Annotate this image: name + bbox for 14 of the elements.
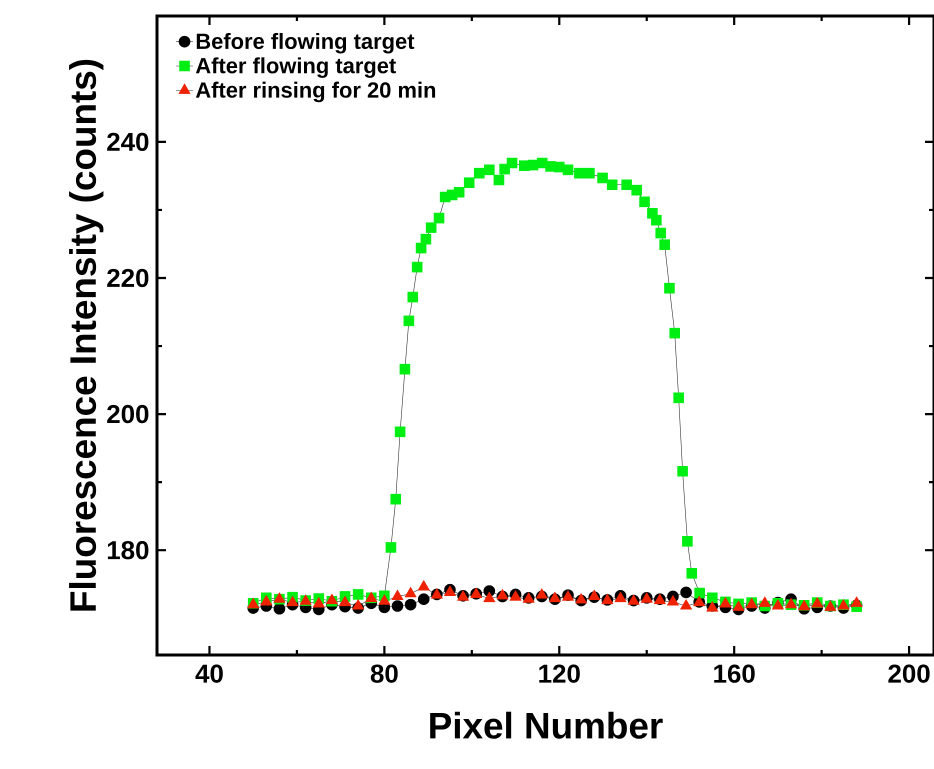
x-tick-label: 40 xyxy=(195,664,223,683)
x-axis-title: Pixel Number xyxy=(430,712,663,739)
y-tick-label: 200 xyxy=(107,404,148,424)
legend-label: After rinsing for 20 min xyxy=(196,82,436,102)
x-tick-label: 80 xyxy=(370,664,398,683)
x-tick-label: 200 xyxy=(888,664,930,683)
x-tick-label: 120 xyxy=(539,664,580,683)
y-tick-label: 220 xyxy=(107,268,148,288)
legend-label: Before flowing target xyxy=(196,32,414,54)
x-tick-label: 160 xyxy=(714,664,755,683)
y-tick-label: 180 xyxy=(108,541,148,560)
legend-label: After flowing target xyxy=(196,57,396,78)
y-axis-title: Fluorescence Intensity (counts) xyxy=(69,60,104,611)
y-tick-label: 240 xyxy=(107,132,148,152)
